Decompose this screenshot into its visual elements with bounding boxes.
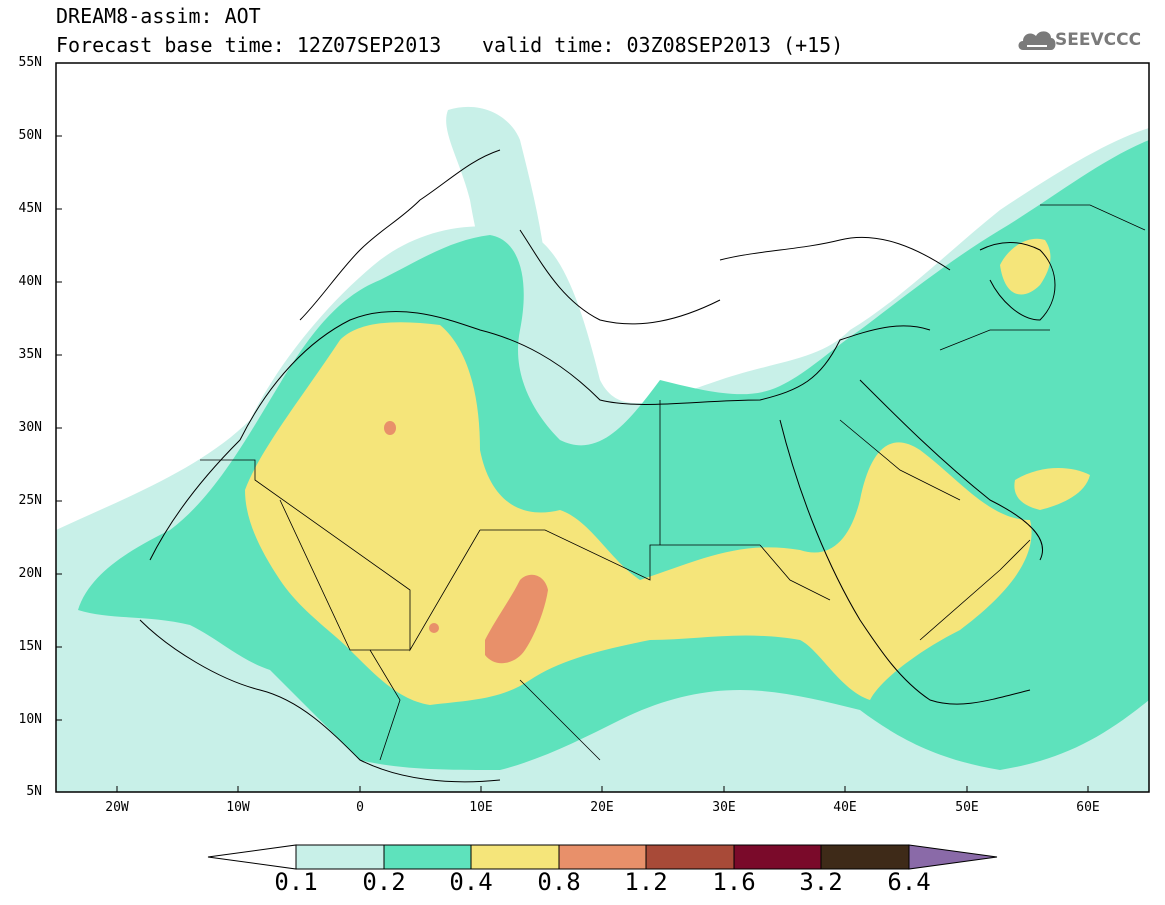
aot-band-0.4-gulf [1014,468,1090,510]
colorbar-label: 0.8 [537,868,581,896]
colorbar-bin [645,844,735,870]
lat-label: 50N [18,128,42,143]
colorbar-low-arrow [207,844,297,870]
lon-label: 10W [226,800,250,815]
colorbar-label: 0.4 [449,868,493,896]
forecast-base-time: Forecast base time: 12Z07SEP2013 [56,33,442,57]
lat-label: 55N [18,55,42,70]
lat-label: 15N [18,639,42,654]
lat-label: 45N [18,201,42,216]
colorbar-label: 0.2 [362,868,406,896]
aot-band-0.8 [485,574,548,664]
colorbar-bin [558,844,647,870]
logo-text: SEEVCCC [1055,30,1142,50]
colorbar-label: 1.2 [624,868,668,896]
cloud-icon [1018,31,1056,50]
lon-label: 20W [105,800,129,815]
colorbar-bin [820,844,910,870]
colorbar-bin [470,844,560,870]
lat-label: 20N [18,566,42,581]
lat-label: 40N [18,274,42,289]
country-borders [200,204,1146,761]
lon-label: 20E [590,800,614,815]
colorbar-label: 0.1 [274,868,318,896]
lat-label: 30N [18,420,42,435]
aot-band-0.4 [245,322,1032,705]
colorbar-label: 3.2 [799,868,843,896]
lat-label: 25N [18,493,42,508]
aot-band-0.4-caspian [1000,238,1051,295]
colorbar-label: 6.4 [887,868,931,896]
lat-label: 5N [26,784,42,799]
axis-ticks [56,62,1089,792]
lon-label: 60E [1076,800,1100,815]
colorbar-label: 1.6 [712,868,756,896]
aot-spot-0.8-algeria [384,421,396,435]
aot-field [56,106,1149,792]
lon-label: 30E [712,800,736,815]
colorbar-bin [383,844,472,870]
colorbar-high-arrow [908,844,998,870]
valid-time: valid time: 03Z08SEP2013 (+15) [482,33,844,57]
colorbar-bin [733,844,822,870]
coastlines [139,149,1056,783]
colorbar-bin [295,844,385,870]
aot-spot-0.8-niger [429,623,439,633]
lon-label: 40E [833,800,857,815]
lon-label: 50E [955,800,979,815]
map-title: DREAM8-assim: AOT [56,4,261,28]
lat-label: 35N [18,347,42,362]
lat-label: 10N [18,712,42,727]
lon-label: 10E [469,800,493,815]
lon-label: 0 [356,800,364,815]
